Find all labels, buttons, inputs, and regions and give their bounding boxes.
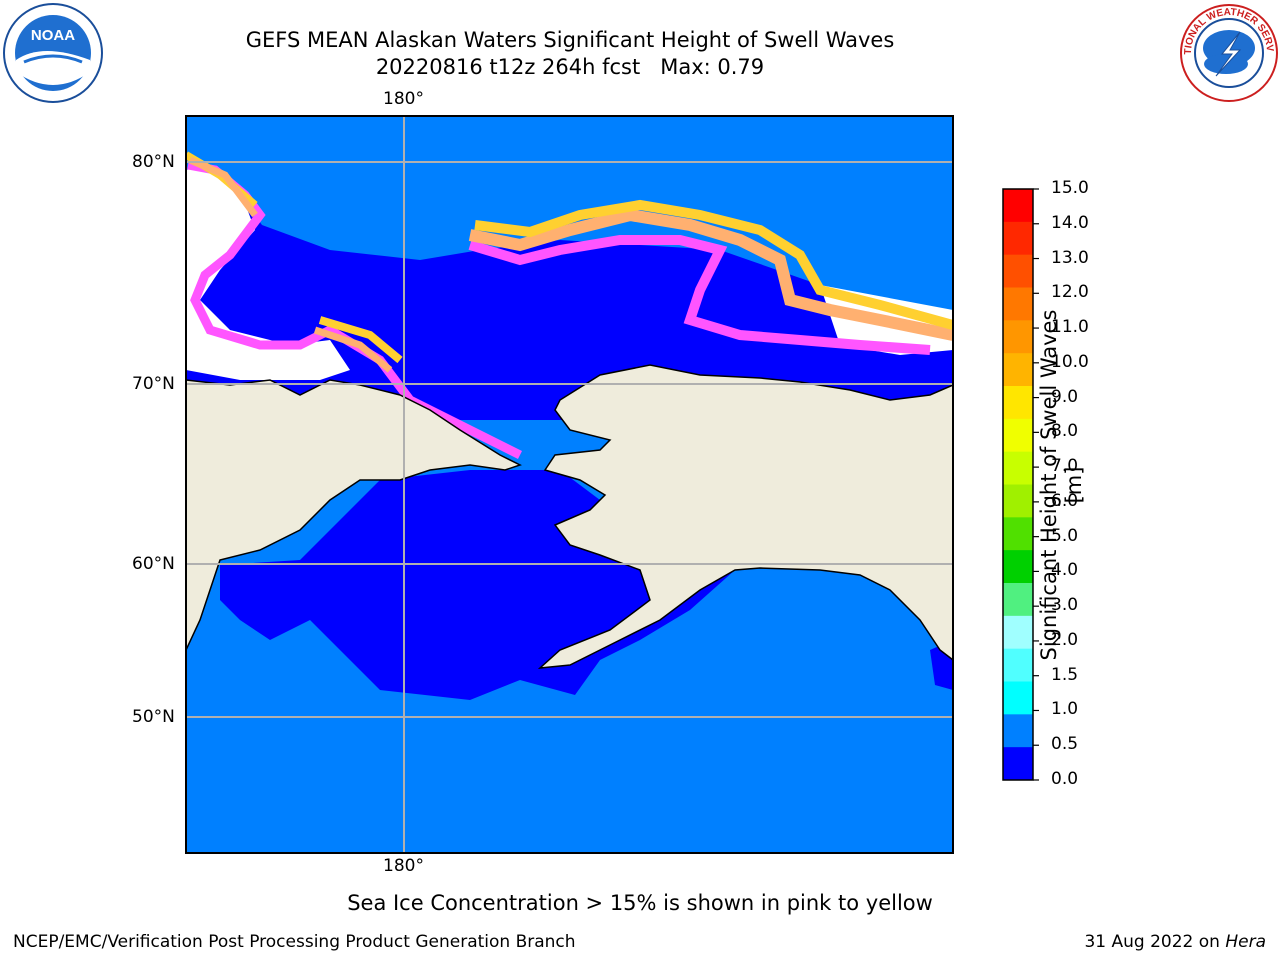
colorbar-swatch	[1003, 648, 1033, 682]
colorbar-tick-label: 15.0	[1051, 178, 1089, 198]
colorbar-tick-label: 6.0	[1051, 490, 1079, 511]
colorbar-tick-label: 5.0	[1051, 525, 1079, 546]
noaa-logo: NOAA	[3, 3, 103, 103]
colorbar-swatch	[1003, 320, 1033, 354]
colorbar-swatch	[1003, 386, 1033, 420]
colorbar-tick-label: 1.0	[1051, 699, 1079, 720]
sea-ice-orange-west	[188, 156, 393, 373]
footer-date: 31 Aug 2022 on Hera	[1084, 932, 1266, 952]
lat-label-70: 70°N	[132, 374, 175, 394]
colorbar-tick-label: 8.0	[1051, 421, 1079, 442]
colorbar-swatch	[1003, 189, 1033, 223]
lat-label-80: 80°N	[132, 152, 175, 172]
colorbar-tick-label: 4.0	[1051, 560, 1079, 581]
colorbar-tick-label: 14.0	[1051, 212, 1089, 233]
colorbar-swatch	[1003, 681, 1033, 715]
sea-ice-white-west	[186, 165, 350, 380]
colorbar-frame	[1002, 188, 1034, 781]
colorbar-tick-label: 2.0	[1051, 629, 1079, 650]
colorbar-label: Significant Height of Swell Waves [m]	[1037, 309, 1086, 661]
colorbar-swatch	[1003, 353, 1033, 387]
colorbar	[1002, 188, 1039, 781]
colorbar-tick-label: 13.0	[1051, 247, 1089, 268]
nws-logo: NATIONAL WEATHER SERVICE	[1178, 2, 1278, 102]
graticule	[186, 116, 953, 853]
land-alaska	[537, 364, 953, 669]
sea-ice-yellow-north	[474, 199, 953, 330]
noaa-logo-text: NOAA	[31, 27, 75, 44]
lon-label-bottom: 180°	[383, 856, 424, 876]
colorbar-tick-label: 10.0	[1051, 351, 1089, 372]
colorbar-swatch	[1003, 254, 1033, 288]
footer-host: Hera	[1225, 932, 1266, 952]
colorbar-tick-label: 1.5	[1051, 664, 1079, 685]
colorbar-tick-label: 12.0	[1051, 282, 1089, 303]
colorbar-swatch	[1003, 615, 1033, 650]
colorbar-swatch	[1003, 221, 1033, 256]
colorbar-tick-label: 7.0	[1051, 456, 1079, 477]
lon-label-top: 180°	[383, 89, 424, 109]
colorbar-swatch	[1003, 714, 1033, 748]
colorbar-swatch	[1003, 418, 1033, 453]
colorbar-swatch	[1003, 451, 1033, 485]
colorbar-swatch	[1003, 287, 1033, 321]
colorbar-tick-label: 9.0	[1051, 386, 1079, 407]
colorbar-swatch	[1003, 517, 1033, 551]
lat-label-60: 60°N	[132, 554, 175, 574]
colorbar-tick-label: 0.0	[1051, 769, 1079, 789]
lat-label-50: 50°N	[132, 707, 175, 727]
sea-ice-pink-north	[468, 235, 931, 355]
map-frame	[185, 115, 954, 854]
sea-ice-note: Sea Ice Concentration > 15% is shown in …	[347, 891, 933, 915]
chart-title-line2: 20220816 t12z 264h fcst Max: 0.79	[375, 55, 765, 79]
colorbar-tick-label: 3.0	[1051, 595, 1079, 616]
colorbar-swatch	[1003, 484, 1033, 518]
colorbar-tick-label: 11.0	[1051, 317, 1089, 338]
colorbar-swatch	[1003, 550, 1033, 584]
footer-credit: NCEP/EMC/Verification Post Processing Pr…	[13, 932, 576, 952]
colorbar-swatch	[1003, 747, 1033, 781]
sea-ice-orange-north	[468, 208, 953, 341]
chart-title-line1: GEFS MEAN Alaskan Waters Significant Hei…	[245, 28, 895, 52]
colorbar-tick-label: 0.5	[1051, 734, 1079, 755]
colorbar-swatch	[1003, 583, 1033, 617]
